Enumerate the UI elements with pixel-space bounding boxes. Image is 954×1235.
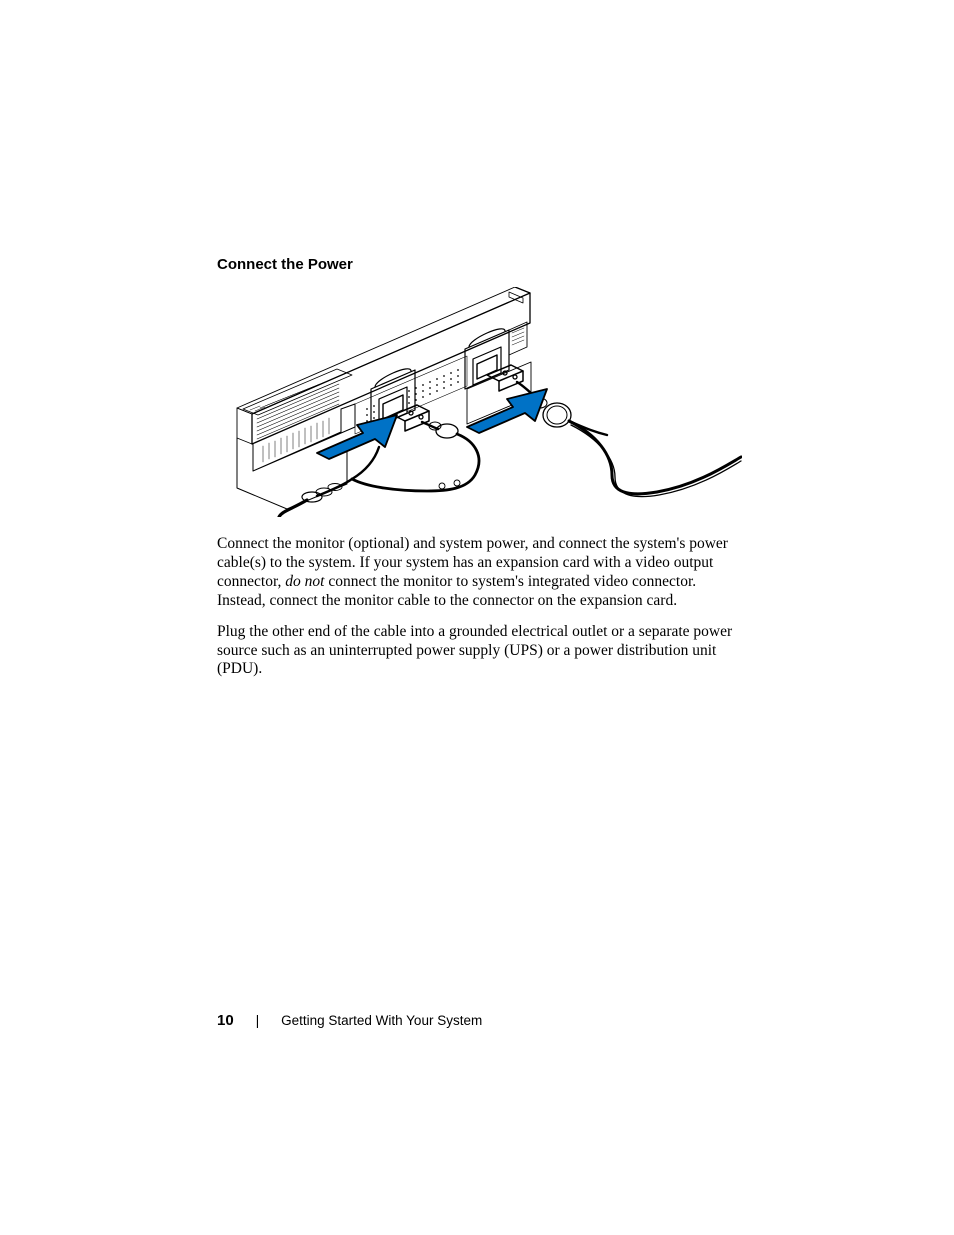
page-footer: 10 | Getting Started With Your System (217, 1012, 747, 1029)
document-page: Connect the Power (0, 0, 954, 1235)
content-region: Connect the Power (217, 256, 747, 691)
paragraph-2: Plug the other end of the cable into a g… (217, 623, 747, 680)
paragraph-1: Connect the monitor (optional) and syste… (217, 535, 747, 611)
page-number: 10 (217, 1012, 234, 1029)
section-heading: Connect the Power (217, 256, 747, 273)
para1-emphasis: do not (285, 573, 324, 590)
power-connection-illustration (217, 287, 742, 517)
footer-separator: | (256, 1012, 260, 1028)
illustration-svg (217, 287, 742, 517)
chapter-title: Getting Started With Your System (281, 1013, 482, 1028)
